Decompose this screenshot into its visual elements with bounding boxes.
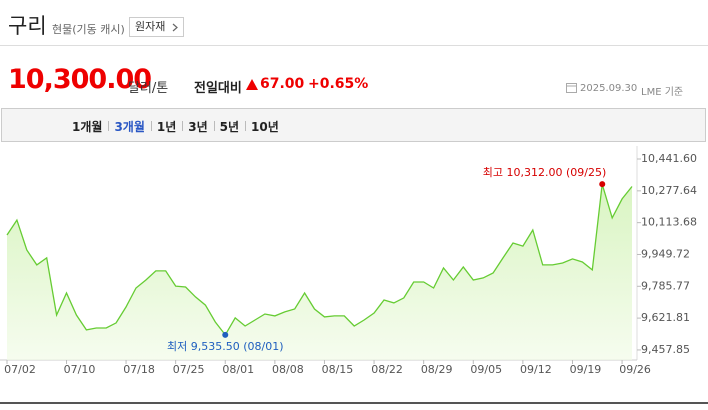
calendar-icon — [566, 83, 577, 93]
area — [7, 184, 632, 360]
period-tab[interactable]: 3개월 — [114, 120, 145, 134]
y-tick-label: 10,441.60 — [641, 152, 697, 165]
x-tick-label: 09/19 — [570, 363, 602, 376]
x-tick-label: 07/10 — [64, 363, 96, 376]
x-tick-label: 08/15 — [322, 363, 354, 376]
tab-separator — [213, 121, 215, 131]
x-tick-label: 08/01 — [222, 363, 254, 376]
x-tick-label: 07/25 — [173, 363, 205, 376]
y-tick-label: 9,621.81 — [641, 311, 690, 324]
x-tick-label: 07/18 — [123, 363, 155, 376]
change: 67.00 — [260, 76, 305, 92]
subtitle: 현물(기동 캐시) — [52, 23, 125, 36]
period-tab[interactable]: 5년 — [219, 120, 240, 134]
bottom-border — [0, 402, 708, 404]
line — [6, 184, 633, 337]
chart: 9,457.85 9,621.81 9,785.77 9,949.72 10,113.6… — [0, 146, 697, 376]
up-arrow — [246, 79, 258, 90]
button-label: 원자재 — [135, 20, 166, 33]
tab-separator — [108, 121, 110, 131]
period-tab[interactable]: 1개월 — [72, 120, 103, 134]
y-tick-label: 9,457.85 — [641, 343, 690, 356]
period-tab[interactable]: 10년 — [251, 120, 279, 134]
x-tick-label: 08/08 — [272, 363, 304, 376]
change-label: 전일대비 — [194, 81, 242, 96]
price-unit: 달러/톤 — [128, 81, 169, 96]
source: LME 기준 — [641, 87, 684, 98]
y-tick-label: 9,949.72 — [641, 247, 690, 260]
max-label: 최고 10,312.00 (09/25) — [483, 166, 607, 179]
max-point — [599, 181, 606, 188]
divider — [0, 45, 708, 46]
period-tab[interactable]: 1년 — [156, 120, 177, 134]
period-tab[interactable]: 3년 — [188, 120, 208, 134]
x-tick-label: 08/29 — [421, 363, 453, 376]
x-tick-label: 09/26 — [619, 363, 651, 376]
tab-separator — [245, 121, 247, 131]
price: 10,300.00 — [8, 64, 152, 95]
x-tick-label: 08/22 — [371, 363, 403, 376]
min-point — [222, 331, 229, 338]
date: 2025.09.30 — [580, 83, 638, 94]
tab-separator — [182, 121, 184, 131]
x-tick-label: 07/02 — [4, 363, 36, 376]
x-tick-label: 09/12 — [520, 363, 552, 376]
x-tick-label: 09/05 — [470, 363, 502, 376]
change-pct: +0.65% — [308, 76, 369, 92]
y-tick-label: 10,113.68 — [641, 216, 697, 229]
category-button[interactable]: 원자재 — [129, 17, 185, 37]
period-tabs: 1개월 3개월 1년 3년 5년 10년 — [1, 108, 706, 142]
tab-separator — [150, 121, 152, 131]
title: 구리 — [8, 14, 47, 38]
y-tick-label: 10,277.64 — [641, 184, 697, 197]
min-label: 최저 9,535.50 (08/01) — [167, 340, 284, 353]
chevron — [172, 23, 179, 32]
y-tick-label: 9,785.77 — [641, 279, 690, 292]
